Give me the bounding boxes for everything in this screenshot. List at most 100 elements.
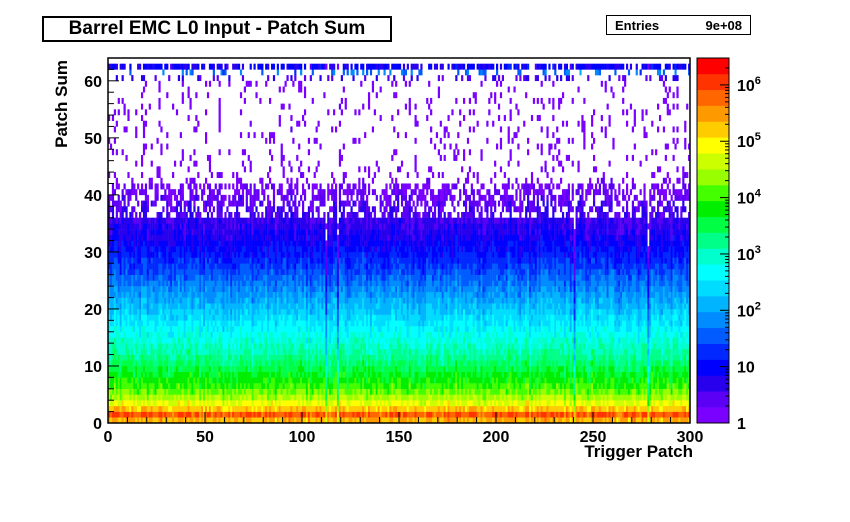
heatmap-cell <box>307 377 311 384</box>
heatmap-cell <box>251 320 254 327</box>
heatmap-cell <box>286 274 289 281</box>
heatmap-cell <box>290 405 293 412</box>
heatmap-cell <box>284 405 287 412</box>
heatmap-cell <box>208 257 212 264</box>
heatmap-cell <box>311 200 314 207</box>
heatmap-cell <box>197 303 200 310</box>
heatmap-cell <box>232 183 235 190</box>
heatmap-cell <box>108 360 111 367</box>
heatmap-cell <box>199 263 202 270</box>
heatmap-cell <box>173 274 177 281</box>
heatmap-cell <box>119 297 122 304</box>
heatmap-cell <box>292 257 295 264</box>
heatmap-cell <box>220 234 223 241</box>
heatmap-cell <box>284 337 287 344</box>
heatmap-cell <box>234 348 237 355</box>
heatmap-cell <box>115 360 118 367</box>
heatmap-cell <box>237 388 241 395</box>
heatmap-cell <box>197 326 200 332</box>
heatmap-cell <box>156 291 159 298</box>
heatmap-cell <box>321 365 324 372</box>
heatmap-cell <box>261 183 264 190</box>
heatmap-cell <box>187 320 190 327</box>
heatmap-cell <box>203 63 206 70</box>
heatmap-cell <box>125 354 128 361</box>
heatmap-cell <box>148 286 151 293</box>
heatmap-cell <box>210 286 214 293</box>
heatmap-cell <box>208 377 212 384</box>
heatmap-cell <box>259 326 262 332</box>
heatmap-cell <box>257 365 260 372</box>
heatmap-cell <box>294 331 297 338</box>
heatmap-cell <box>185 320 188 327</box>
heatmap-cell <box>317 217 320 224</box>
heatmap-cell <box>160 354 163 361</box>
heatmap-cell <box>119 400 122 407</box>
heatmap-cell <box>321 348 324 355</box>
heatmap-cell <box>243 343 246 350</box>
heatmap-cell <box>152 354 155 361</box>
heatmap-cell <box>218 417 221 424</box>
heatmap-cell <box>168 348 171 355</box>
heatmap-cell <box>142 240 146 247</box>
heatmap-cell <box>139 189 142 196</box>
heatmap-cell <box>251 297 254 304</box>
heatmap-cell <box>172 206 175 213</box>
heatmap-cell <box>329 206 332 213</box>
heatmap-cell <box>251 417 254 424</box>
heatmap-cell <box>168 189 171 196</box>
heatmap-cell <box>137 234 140 241</box>
heatmap-cell <box>236 337 239 344</box>
heatmap-cell <box>148 314 151 321</box>
heatmap-cell <box>119 308 122 315</box>
heatmap-cell <box>251 223 254 230</box>
heatmap-cell <box>150 303 153 310</box>
heatmap-cell <box>333 303 336 310</box>
heatmap-cell <box>303 308 307 315</box>
heatmap-cell <box>280 234 283 241</box>
heatmap-cell <box>284 303 287 310</box>
heatmap-cell <box>162 337 165 344</box>
heatmap-cell <box>133 343 136 350</box>
heatmap-cell <box>259 286 262 293</box>
heatmap-cell <box>193 326 196 332</box>
heatmap-cell <box>272 189 276 196</box>
heatmap-cell <box>303 303 307 310</box>
heatmap-cell <box>218 383 221 390</box>
heatmap-cell <box>269 97 272 104</box>
heatmap-cell <box>327 280 330 287</box>
heatmap-cell <box>208 348 212 355</box>
heatmap-cell <box>142 326 146 332</box>
heatmap-cell <box>158 280 161 287</box>
heatmap-cell <box>156 240 159 247</box>
heatmap-cell <box>315 405 318 412</box>
heatmap-cell <box>160 417 163 424</box>
heatmap-cell <box>305 331 309 338</box>
heatmap-cell <box>239 354 243 361</box>
heatmap-cell <box>282 172 285 179</box>
heatmap-cell <box>228 240 231 247</box>
heatmap-cell <box>123 291 126 298</box>
heatmap-cell <box>259 365 262 372</box>
heatmap-cell <box>197 229 200 236</box>
heatmap-cell <box>305 320 309 327</box>
heatmap-cell <box>154 263 157 270</box>
heatmap-cell <box>199 383 202 390</box>
heatmap-cell <box>123 229 126 236</box>
heatmap-cell <box>280 308 283 315</box>
heatmap-cell <box>140 354 144 361</box>
heatmap-cell <box>142 257 146 264</box>
heatmap-cell <box>142 417 146 424</box>
heatmap-cell <box>146 200 149 207</box>
heatmap-cell <box>203 217 206 224</box>
heatmap-cell <box>218 63 221 70</box>
heatmap-cell <box>286 246 289 253</box>
heatmap-cell <box>247 320 250 327</box>
heatmap-cell <box>303 377 307 384</box>
heatmap-cell <box>311 308 314 315</box>
heatmap-cell <box>303 217 307 224</box>
heatmap-cell <box>158 172 161 179</box>
heatmap-cell <box>234 223 237 230</box>
heatmap-cell <box>313 297 316 304</box>
heatmap-cell <box>319 234 322 241</box>
